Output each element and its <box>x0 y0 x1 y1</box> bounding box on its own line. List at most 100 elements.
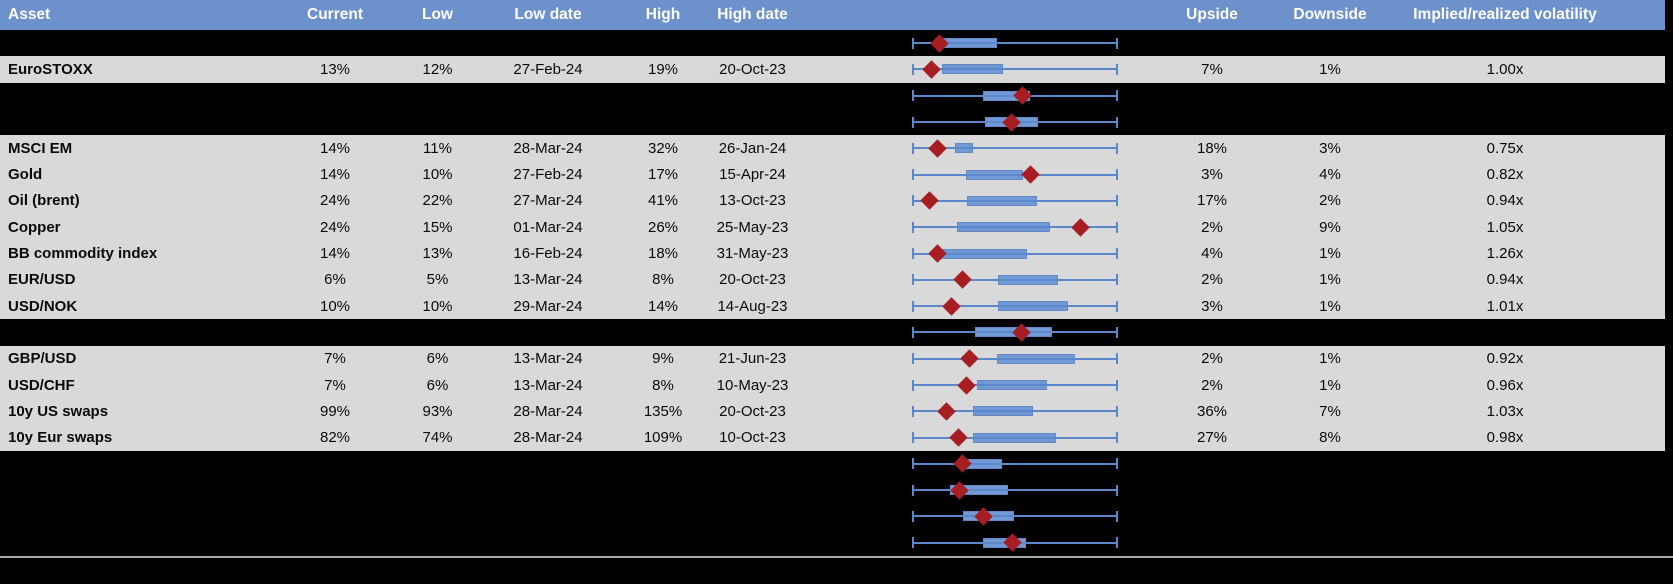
low-date-cell[interactable]: 27-Mar-24 <box>513 192 583 210</box>
asset-name-cell[interactable]: Oil (brent) <box>8 192 80 210</box>
asset-name-cell[interactable]: EUR/USD <box>8 271 76 289</box>
high-date-cell[interactable] <box>670 83 835 109</box>
asset-name-cell[interactable] <box>8 503 268 529</box>
downside-cell[interactable] <box>1268 83 1392 109</box>
low-date-cell[interactable]: 01-Mar-24 <box>513 218 583 236</box>
high-date-cell[interactable] <box>670 503 835 529</box>
header-current[interactable]: Current <box>307 6 363 23</box>
high-date-cell[interactable] <box>670 451 835 477</box>
implied-realized-vol-cell[interactable] <box>1393 477 1617 503</box>
high-date-cell[interactable]: 25-May-23 <box>716 218 789 236</box>
downside-cell[interactable]: 1% <box>1319 350 1341 368</box>
current-cell[interactable]: 7% <box>324 350 346 368</box>
upside-cell[interactable] <box>1150 530 1274 556</box>
high-date-cell[interactable]: 31-May-23 <box>716 245 789 263</box>
high-date-cell[interactable]: 26-Jan-24 <box>718 139 787 157</box>
implied-realized-vol-cell[interactable]: 1.26x <box>1486 245 1524 263</box>
downside-cell[interactable]: 1% <box>1319 245 1341 263</box>
asset-name-cell[interactable] <box>8 109 268 135</box>
high-date-cell[interactable]: 20-Oct-23 <box>719 271 786 289</box>
high-date-cell[interactable]: 10-May-23 <box>716 376 789 394</box>
asset-name-cell[interactable] <box>8 477 268 503</box>
header-asset[interactable]: Asset <box>8 6 51 23</box>
implied-realized-vol-cell[interactable] <box>1393 109 1617 135</box>
upside-cell[interactable]: 2% <box>1201 271 1223 289</box>
high-cell[interactable]: 19% <box>647 60 679 78</box>
upside-cell[interactable]: 4% <box>1201 245 1223 263</box>
asset-name-cell[interactable]: GBP/USD <box>8 350 77 368</box>
high-date-cell[interactable] <box>670 109 835 135</box>
low-date-cell[interactable]: 16-Feb-24 <box>513 245 583 263</box>
low-date-cell[interactable]: 13-Mar-24 <box>513 271 583 289</box>
low-cell[interactable]: 15% <box>422 218 453 236</box>
asset-name-cell[interactable] <box>8 530 268 556</box>
low-date-cell[interactable]: 28-Mar-24 <box>513 139 583 157</box>
downside-cell[interactable] <box>1268 530 1392 556</box>
header-low[interactable]: Low <box>422 6 453 23</box>
upside-cell[interactable]: 2% <box>1201 218 1223 236</box>
downside-cell[interactable]: 2% <box>1319 192 1341 210</box>
implied-realized-vol-cell[interactable] <box>1393 503 1617 529</box>
upside-cell[interactable] <box>1150 30 1274 56</box>
downside-cell[interactable] <box>1268 477 1392 503</box>
current-cell[interactable]: 6% <box>324 271 346 289</box>
implied-realized-vol-cell[interactable]: 0.82x <box>1486 166 1524 184</box>
high-cell[interactable]: 8% <box>652 376 674 394</box>
upside-cell[interactable] <box>1150 451 1274 477</box>
implied-realized-vol-cell[interactable]: 1.00x <box>1486 60 1524 78</box>
upside-cell[interactable]: 2% <box>1201 376 1223 394</box>
high-cell[interactable]: 9% <box>652 350 674 368</box>
current-cell[interactable]: 14% <box>319 166 351 184</box>
downside-cell[interactable]: 4% <box>1319 166 1341 184</box>
high-date-cell[interactable]: 13-Oct-23 <box>719 192 786 210</box>
high-date-cell[interactable] <box>670 477 835 503</box>
implied-realized-vol-cell[interactable] <box>1393 83 1617 109</box>
asset-name-cell[interactable]: BB commodity index <box>8 245 158 263</box>
upside-cell[interactable] <box>1150 319 1274 345</box>
low-cell[interactable]: 93% <box>422 402 453 420</box>
header-upside[interactable]: Upside <box>1186 6 1238 23</box>
high-cell[interactable]: 26% <box>647 218 679 236</box>
high-cell[interactable]: 14% <box>647 297 679 315</box>
upside-cell[interactable] <box>1150 109 1274 135</box>
downside-cell[interactable]: 7% <box>1319 402 1341 420</box>
upside-cell[interactable]: 18% <box>1196 139 1228 157</box>
low-cell[interactable]: 22% <box>422 192 453 210</box>
implied-realized-vol-cell[interactable]: 1.05x <box>1486 218 1524 236</box>
downside-cell[interactable] <box>1268 319 1392 345</box>
current-cell[interactable]: 14% <box>319 245 351 263</box>
upside-cell[interactable] <box>1150 477 1274 503</box>
asset-name-cell[interactable]: MSCI EM <box>8 139 73 157</box>
header-high-date[interactable]: High date <box>717 6 788 23</box>
header-high[interactable]: High <box>645 6 681 23</box>
low-date-cell[interactable]: 13-Mar-24 <box>513 350 583 368</box>
upside-cell[interactable]: 27% <box>1196 429 1228 447</box>
high-cell[interactable]: 135% <box>643 402 683 420</box>
implied-realized-vol-cell[interactable]: 0.94x <box>1486 192 1524 210</box>
low-date-cell[interactable]: 28-Mar-24 <box>513 429 583 447</box>
high-cell[interactable]: 18% <box>647 245 679 263</box>
upside-cell[interactable]: 3% <box>1201 297 1223 315</box>
header-low-date[interactable]: Low date <box>514 6 582 23</box>
low-cell[interactable]: 12% <box>422 60 453 78</box>
downside-cell[interactable] <box>1268 109 1392 135</box>
upside-cell[interactable]: 3% <box>1201 166 1223 184</box>
implied-realized-vol-cell[interactable] <box>1393 451 1617 477</box>
asset-name-cell[interactable]: Gold <box>8 166 43 184</box>
asset-name-cell[interactable] <box>8 451 268 477</box>
upside-cell[interactable]: 36% <box>1196 402 1228 420</box>
high-date-cell[interactable]: 21-Jun-23 <box>718 350 787 368</box>
low-date-cell[interactable]: 29-Mar-24 <box>513 297 583 315</box>
downside-cell[interactable]: 1% <box>1319 297 1341 315</box>
high-cell[interactable]: 17% <box>647 166 679 184</box>
high-cell[interactable]: 109% <box>643 429 683 447</box>
implied-realized-vol-cell[interactable]: 0.94x <box>1486 271 1524 289</box>
current-cell[interactable]: 13% <box>319 60 351 78</box>
downside-cell[interactable]: 1% <box>1319 376 1341 394</box>
downside-cell[interactable]: 1% <box>1319 271 1341 289</box>
asset-name-cell[interactable]: Copper <box>8 218 61 236</box>
downside-cell[interactable] <box>1268 503 1392 529</box>
low-date-cell[interactable]: 27-Feb-24 <box>513 60 583 78</box>
low-date-cell[interactable]: 28-Mar-24 <box>513 402 583 420</box>
upside-cell[interactable] <box>1150 83 1274 109</box>
